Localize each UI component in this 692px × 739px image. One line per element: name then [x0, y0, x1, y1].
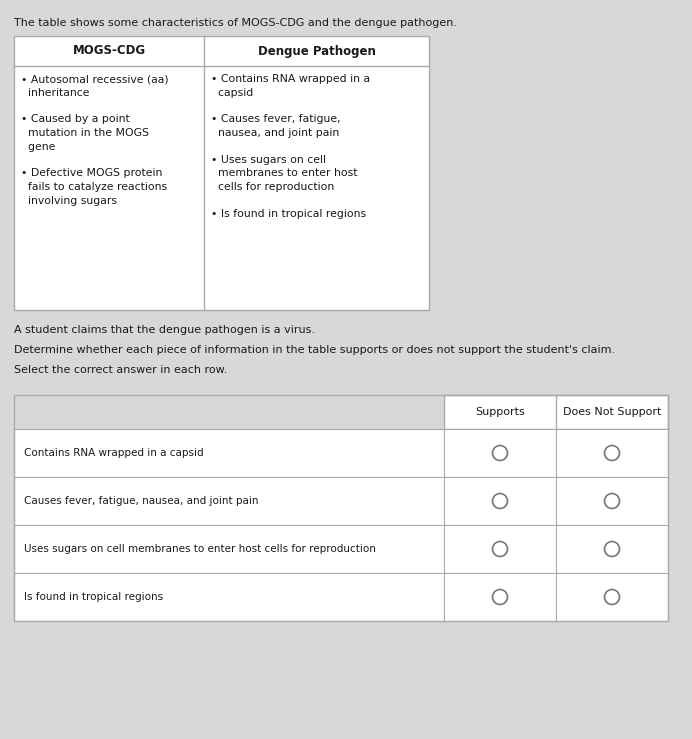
Bar [14, 429, 668, 477]
Text: cells for reproduction: cells for reproduction [211, 182, 334, 192]
Text: membranes to enter host: membranes to enter host [211, 168, 358, 179]
Text: Is found in tropical regions: Is found in tropical regions [24, 592, 163, 602]
Text: • Contains RNA wrapped in a: • Contains RNA wrapped in a [211, 74, 370, 84]
Text: Select the correct answer in each row.: Select the correct answer in each row. [14, 365, 228, 375]
Text: Determine whether each piece of information in the table supports or does not su: Determine whether each piece of informat… [14, 345, 615, 355]
Text: involving sugars: involving sugars [21, 196, 117, 205]
Bar [14, 36, 429, 310]
Text: • Autosomal recessive (aa): • Autosomal recessive (aa) [21, 74, 169, 84]
Text: A student claims that the dengue pathogen is a virus.: A student claims that the dengue pathoge… [14, 325, 315, 335]
Text: gene: gene [21, 141, 55, 151]
Text: Causes fever, fatigue, nausea, and joint pain: Causes fever, fatigue, nausea, and joint… [24, 496, 259, 506]
Text: • Is found in tropical regions: • Is found in tropical regions [211, 209, 366, 219]
Bar [444, 395, 668, 429]
Text: inheritance: inheritance [21, 87, 89, 98]
Text: fails to catalyze reactions: fails to catalyze reactions [21, 182, 167, 192]
Text: Does Not Support: Does Not Support [563, 407, 661, 417]
Bar [14, 477, 668, 525]
Text: Contains RNA wrapped in a capsid: Contains RNA wrapped in a capsid [24, 448, 203, 458]
Text: • Defective MOGS protein: • Defective MOGS protein [21, 168, 163, 179]
Text: Uses sugars on cell membranes to enter host cells for reproduction: Uses sugars on cell membranes to enter h… [24, 544, 376, 554]
Text: MOGS-CDG: MOGS-CDG [73, 44, 145, 58]
Text: mutation in the MOGS: mutation in the MOGS [21, 128, 149, 138]
Text: Supports: Supports [475, 407, 525, 417]
Text: Dengue Pathogen: Dengue Pathogen [257, 44, 376, 58]
Bar [14, 525, 668, 573]
Text: • Caused by a point: • Caused by a point [21, 115, 130, 124]
Text: capsid: capsid [211, 87, 253, 98]
Text: • Causes fever, fatigue,: • Causes fever, fatigue, [211, 115, 340, 124]
Bar [14, 395, 668, 621]
Text: • Uses sugars on cell: • Uses sugars on cell [211, 155, 326, 165]
Text: The table shows some characteristics of MOGS-CDG and the dengue pathogen.: The table shows some characteristics of … [14, 18, 457, 28]
Text: nausea, and joint pain: nausea, and joint pain [211, 128, 339, 138]
Bar [14, 573, 668, 621]
